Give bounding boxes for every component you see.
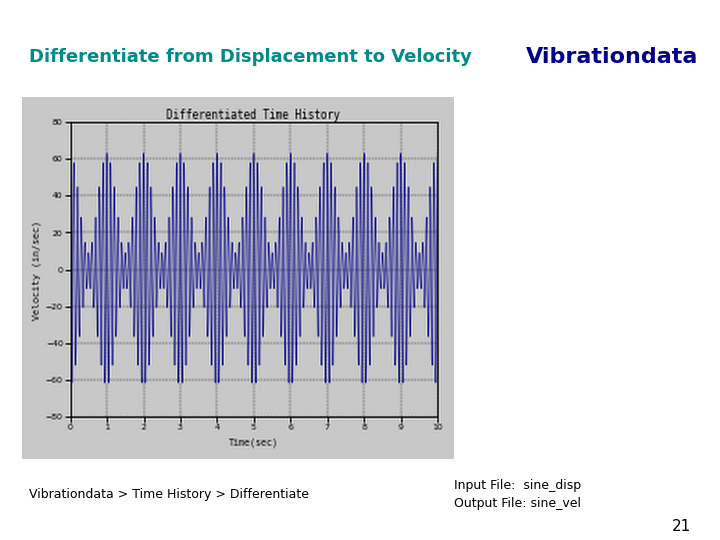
Text: Input File:  sine_disp: Input File: sine_disp — [454, 480, 581, 492]
Text: Vibrationdata: Vibrationdata — [526, 46, 698, 67]
Text: Vibrationdata > Time History > Differentiate: Vibrationdata > Time History > Different… — [29, 488, 309, 501]
Text: Output File: sine_vel: Output File: sine_vel — [454, 497, 580, 510]
Text: 21: 21 — [672, 519, 691, 534]
Text: Differentiate from Displacement to Velocity: Differentiate from Displacement to Veloc… — [29, 48, 472, 66]
